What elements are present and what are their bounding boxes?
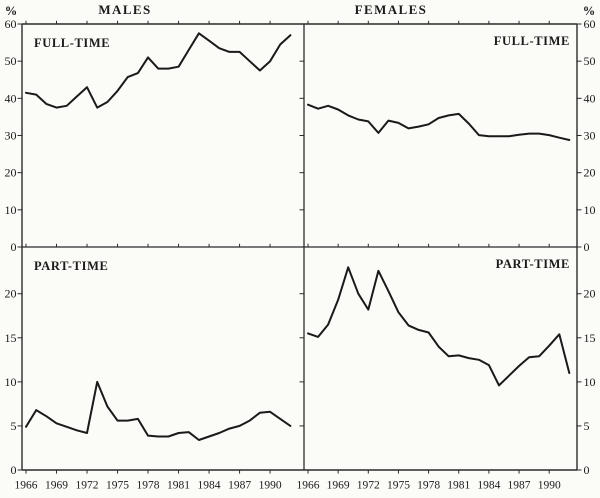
y-tick-label: 10 — [5, 203, 17, 217]
y-tick-label: 20 — [584, 287, 596, 301]
y-tick-label: 30 — [584, 129, 596, 143]
x-tick-label: 1966 — [15, 480, 38, 492]
y-tick-label: 40 — [5, 91, 17, 105]
y-tick-label: 10 — [5, 375, 17, 389]
y-tick-label: 0 — [11, 240, 17, 254]
y-tick-label: 20 — [584, 166, 596, 180]
y-tick-label: 15 — [5, 331, 17, 345]
data-line-males-part-time — [25, 380, 292, 441]
y-tick-label: 60 — [584, 17, 596, 31]
panel-label-males-full-time: FULL-TIME — [34, 36, 110, 50]
column-title-males: MALES — [98, 2, 151, 17]
x-tick-label: 1972 — [357, 480, 380, 492]
y-tick-label: 10 — [584, 375, 596, 389]
y-tick-label: 40 — [584, 91, 596, 105]
y-tick-label: 15 — [584, 331, 596, 345]
x-tick-label: 1981 — [447, 480, 470, 492]
y-tick-label: 50 — [5, 54, 17, 68]
y-tick-label: 30 — [5, 129, 17, 143]
y-tick-label: 20 — [5, 287, 17, 301]
x-tick-label: 1972 — [76, 480, 99, 492]
y-tick-label: 0 — [11, 463, 17, 477]
y-tick-label: 10 — [584, 203, 596, 217]
x-tick-label: 1981 — [167, 480, 190, 492]
x-tick-label: 1975 — [387, 480, 410, 492]
y-tick-label: 5 — [11, 419, 17, 433]
percent-symbol-right: % — [583, 4, 596, 18]
y-tick-label: 50 — [584, 54, 596, 68]
x-tick-label: 1978 — [137, 480, 160, 492]
x-tick-label: 1969 — [327, 480, 350, 492]
data-line-males-full-time — [25, 32, 292, 109]
y-tick-label: 0 — [584, 240, 590, 254]
x-tick-label: 1984 — [198, 480, 221, 492]
y-tick-label: 20 — [5, 166, 17, 180]
y-tick-label: 0 — [584, 463, 590, 477]
panel-label-females-full-time: FULL-TIME — [494, 34, 570, 48]
y-tick-label: 5 — [584, 419, 590, 433]
panel-label-females-part-time: PART-TIME — [496, 257, 570, 271]
column-title-females: FEMALES — [355, 2, 428, 17]
x-tick-label: 1990 — [538, 480, 561, 492]
x-tick-label: 1975 — [106, 480, 129, 492]
x-tick-label: 1987 — [228, 480, 251, 492]
x-tick-label: 1978 — [417, 480, 440, 492]
x-tick-label: 1990 — [259, 480, 282, 492]
data-line-females-part-time — [307, 266, 571, 387]
data-line-females-full-time — [307, 103, 571, 141]
x-tick-label: 1984 — [477, 480, 500, 492]
x-tick-label: 1987 — [508, 480, 531, 492]
x-tick-label: 1966 — [297, 480, 320, 492]
x-tick-label: 1969 — [45, 480, 68, 492]
panel-label-males-part-time: PART-TIME — [34, 259, 108, 273]
percent-symbol-left: % — [5, 4, 18, 18]
y-tick-label: 60 — [5, 17, 17, 31]
